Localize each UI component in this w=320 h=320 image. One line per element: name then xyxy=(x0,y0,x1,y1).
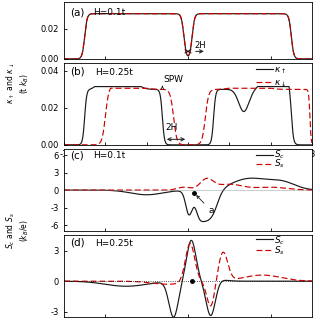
Text: 2H: 2H xyxy=(165,123,178,132)
Text: H=0.25t: H=0.25t xyxy=(95,68,133,76)
Text: (d): (d) xyxy=(70,237,85,248)
Text: $S_s$: $S_s$ xyxy=(274,245,285,257)
Text: a: a xyxy=(197,196,214,215)
Text: SPW: SPW xyxy=(163,75,183,84)
Text: $\kappa_\uparrow$: $\kappa_\uparrow$ xyxy=(274,66,286,76)
Text: H=0.25t: H=0.25t xyxy=(95,238,133,248)
Text: (b): (b) xyxy=(70,67,85,76)
Text: 2H: 2H xyxy=(194,41,206,50)
Text: $S_c$ and $S_s$
($k_B$/e): $S_c$ and $S_s$ ($k_B$/e) xyxy=(4,212,31,249)
Text: $S_c$: $S_c$ xyxy=(274,148,285,161)
Text: (a): (a) xyxy=(70,7,84,17)
Text: $S_c$: $S_c$ xyxy=(274,235,285,247)
Text: H=0.1t: H=0.1t xyxy=(93,8,125,17)
Text: $S_s$: $S_s$ xyxy=(274,158,285,170)
Text: $\kappa_\uparrow$ and $\kappa_\downarrow$
(t $k_B$): $\kappa_\uparrow$ and $\kappa_\downarrow… xyxy=(4,62,31,104)
Text: H=0.1t: H=0.1t xyxy=(93,151,125,160)
Text: (c): (c) xyxy=(70,150,84,160)
Text: $\kappa_\downarrow$: $\kappa_\downarrow$ xyxy=(274,79,286,89)
